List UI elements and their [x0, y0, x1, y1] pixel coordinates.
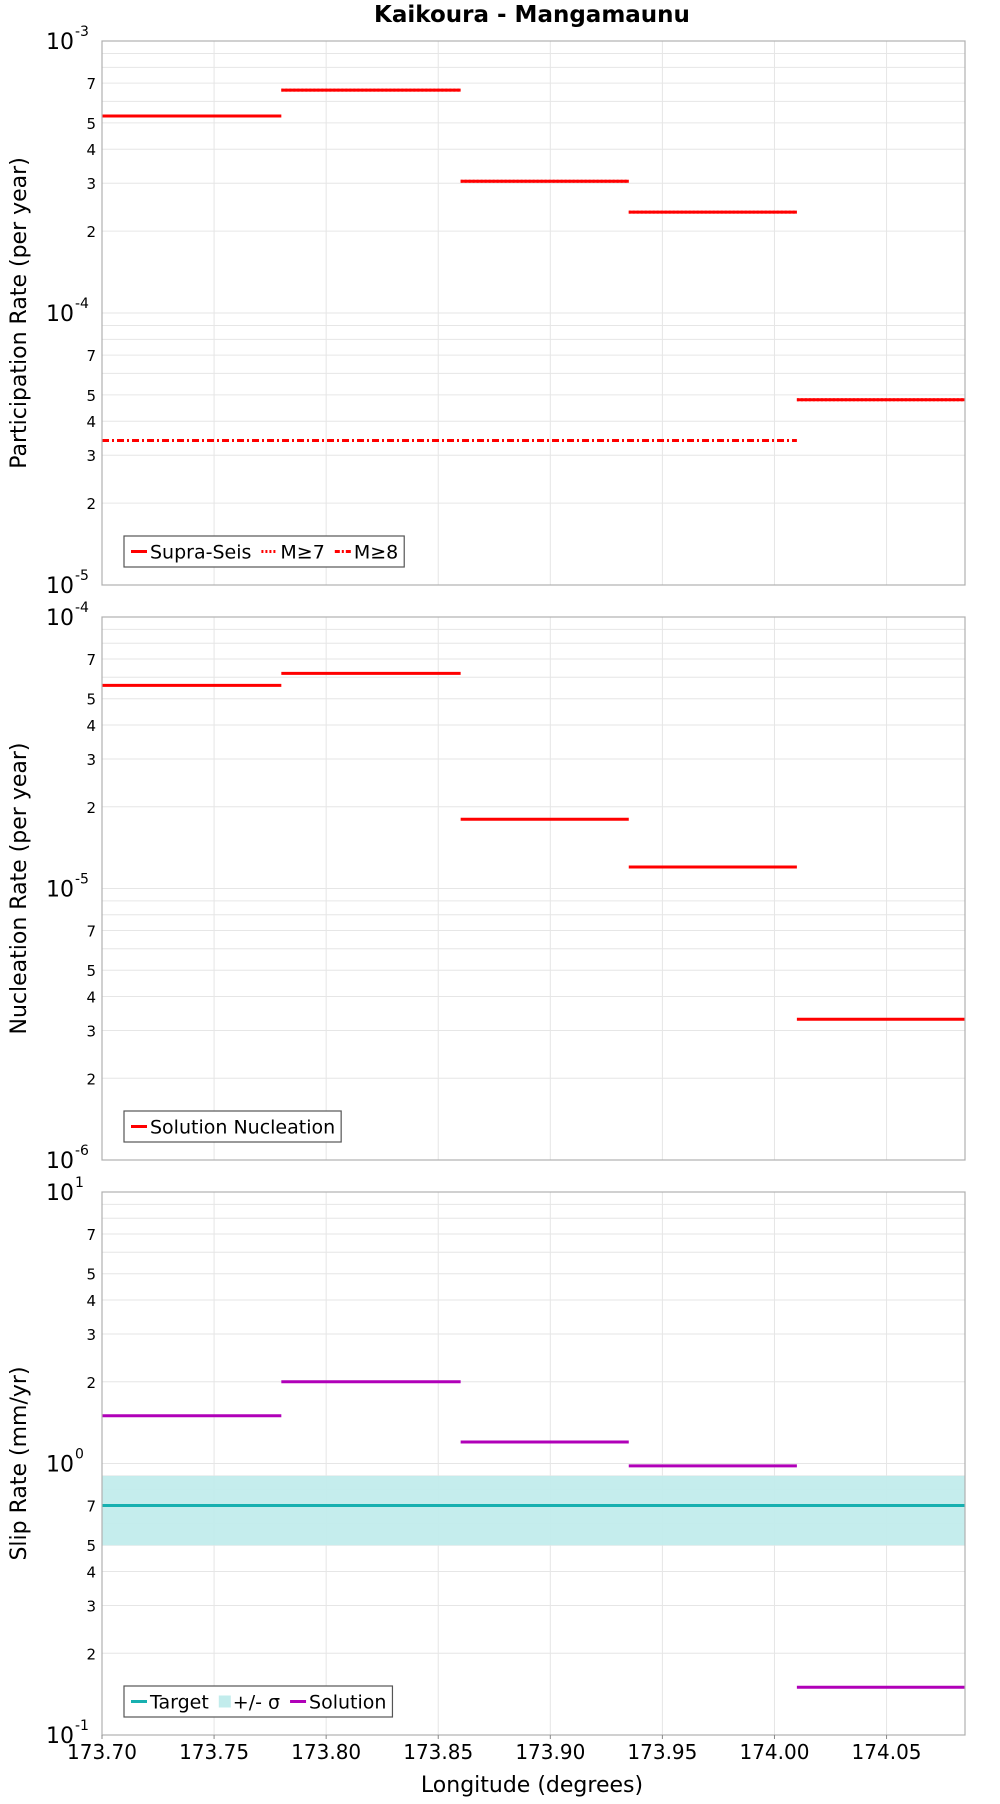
plot-frame [101, 1191, 966, 1736]
x-tick-label: 173.70 [67, 1740, 137, 1764]
y-tick-label-minor: 7 [86, 1498, 96, 1516]
y-axis-label: Participation Rate (per year) [7, 157, 32, 469]
y-tick-label-major: 10 [46, 302, 74, 327]
y-tick-label-exponent: 1 [75, 1175, 84, 1191]
legend: Solution Nucleation [123, 1110, 342, 1143]
chart-title: Kaikoura - Mangamaunu [374, 2, 690, 28]
y-tick-label-minor: 2 [86, 1645, 96, 1663]
y-tick-label-exponent: -1 [75, 1718, 89, 1734]
x-tick-label: 174.05 [852, 1740, 922, 1764]
legend-box [123, 1110, 342, 1143]
y-tick-label-minor: 5 [86, 962, 96, 980]
x-tick-label: 173.90 [515, 1740, 585, 1764]
y-tick-label-minor: 4 [86, 1292, 96, 1310]
y-tick-label-exponent: -5 [75, 568, 89, 584]
y-tick-label-minor: 3 [86, 1597, 96, 1615]
y-tick-label-minor: 3 [86, 751, 96, 769]
y-tick-label-minor: 7 [86, 347, 96, 365]
y-axis-label: Nucleation Rate (per year) [7, 743, 32, 1035]
legend-label: Supra-Seis [150, 542, 251, 564]
y-tick-label-major: 10 [46, 30, 74, 55]
x-tick-label: 173.95 [627, 1740, 697, 1764]
y-tick-label-minor: 5 [86, 691, 96, 709]
y-tick-label-exponent: -4 [75, 600, 89, 616]
y-axis-label: Slip Rate (mm/yr) [7, 1366, 32, 1560]
plot-frame [101, 40, 966, 586]
y-tick-label-minor: 2 [86, 495, 96, 513]
legend-label: M≥8 [354, 542, 398, 564]
y-tick-label-major: 10 [46, 1181, 74, 1206]
x-axis-label: Longitude (degrees) [421, 1773, 643, 1798]
x-tick-label: 174.00 [739, 1740, 809, 1764]
y-tick-label-minor: 2 [86, 1374, 96, 1392]
y-tick-label-exponent: -4 [75, 296, 89, 312]
y-tick-label-exponent: -5 [75, 872, 89, 888]
y-tick-label-minor: 2 [86, 223, 96, 241]
y-tick-label-exponent: 0 [75, 1447, 84, 1463]
legend-label: Target [149, 1692, 209, 1714]
x-tick-label: 173.85 [403, 1740, 473, 1764]
y-tick-label-exponent: -6 [75, 1143, 89, 1159]
y-tick-label-minor: 4 [86, 1564, 96, 1582]
y-tick-label-minor: 7 [86, 1226, 96, 1244]
y-tick-label-minor: 5 [86, 1537, 96, 1555]
y-tick-label-minor: 2 [86, 1070, 96, 1088]
legend-box [123, 535, 405, 568]
y-tick-label-major: 10 [46, 606, 74, 631]
legend: Supra-Seis M≥7 M≥8 [123, 535, 405, 568]
y-tick-label-exponent: -3 [75, 24, 89, 40]
legend-label: +/- σ [233, 1692, 280, 1714]
x-tick-label: 173.75 [179, 1740, 249, 1764]
y-tick-label-minor: 4 [86, 989, 96, 1007]
y-tick-label-minor: 7 [86, 923, 96, 941]
y-tick-label-major: 10 [46, 1724, 74, 1749]
y-tick-label-minor: 4 [86, 413, 96, 431]
legend-box [123, 1685, 394, 1718]
y-tick-label-minor: 4 [86, 141, 96, 159]
y-tick-label-major: 10 [46, 1149, 74, 1174]
y-tick-label-minor: 3 [86, 1022, 96, 1040]
legend-swatch-band [218, 1695, 231, 1708]
y-tick-label-major: 10 [46, 878, 74, 903]
y-tick-label-minor: 5 [86, 387, 96, 405]
legend: Target +/- σ Solution [123, 1685, 394, 1718]
y-tick-label-minor: 3 [86, 447, 96, 465]
y-tick-label-minor: 5 [86, 115, 96, 133]
legend-label: Solution [309, 1692, 386, 1714]
legend-label: M≥7 [280, 542, 324, 564]
y-tick-label-minor: 4 [86, 717, 96, 735]
y-tick-label-minor: 5 [86, 1266, 96, 1284]
sigma-band [102, 1475, 965, 1546]
x-tick-label: 173.80 [291, 1740, 361, 1764]
y-tick-label-minor: 7 [86, 651, 96, 669]
y-tick-label-major: 10 [46, 574, 74, 599]
y-tick-label-minor: 7 [86, 75, 96, 93]
y-tick-label-major: 10 [46, 1453, 74, 1478]
plot-frame [101, 616, 966, 1161]
y-tick-label-minor: 3 [86, 175, 96, 193]
y-tick-label-minor: 3 [86, 1326, 96, 1344]
y-tick-label-minor: 2 [86, 799, 96, 817]
legend-label: Solution Nucleation [150, 1117, 335, 1139]
